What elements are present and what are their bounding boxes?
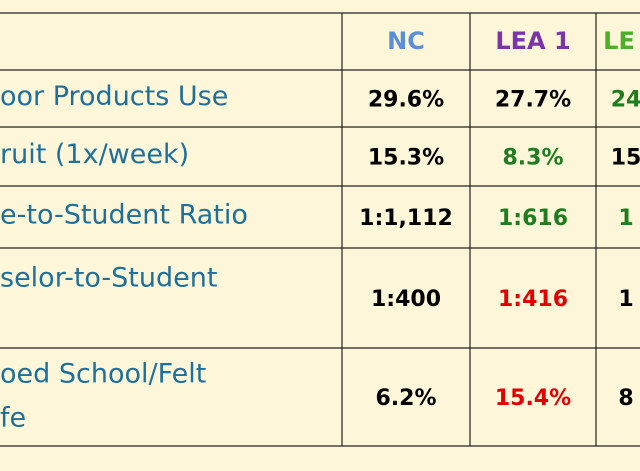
row-label: oed School/Felt xyxy=(0,359,206,390)
cell-value: 8 xyxy=(618,386,633,411)
cell-value: 8.3% xyxy=(502,146,563,171)
row-label: fe xyxy=(0,403,26,434)
cell-value: 6.2% xyxy=(375,386,436,411)
cell-value: 24 xyxy=(611,88,640,113)
cell-value: 29.6% xyxy=(368,88,444,113)
column-header: NC xyxy=(387,27,425,55)
cell-value: 27.7% xyxy=(495,88,571,113)
cell-value: 1:416 xyxy=(498,287,568,312)
cell-value: 15.3% xyxy=(368,146,444,171)
row-label: oor Products Use xyxy=(0,81,228,112)
column-header: LEA 1 xyxy=(495,27,570,55)
row-label: e-to-Student Ratio xyxy=(0,200,248,231)
cell-value: 1 xyxy=(618,206,633,231)
cell-value: 1:1,112 xyxy=(359,206,453,231)
row-label: selor-to-Student xyxy=(0,263,217,294)
row-label: ruit (1x/week) xyxy=(0,139,189,170)
grid xyxy=(0,12,640,447)
cell-value: 15.4% xyxy=(495,386,571,411)
cell-value: 1 xyxy=(618,287,633,312)
cell-value: 1:400 xyxy=(371,287,441,312)
cell-value: 15 xyxy=(611,146,640,171)
column-header: LE xyxy=(603,27,635,55)
cell-value: 1:616 xyxy=(498,206,568,231)
